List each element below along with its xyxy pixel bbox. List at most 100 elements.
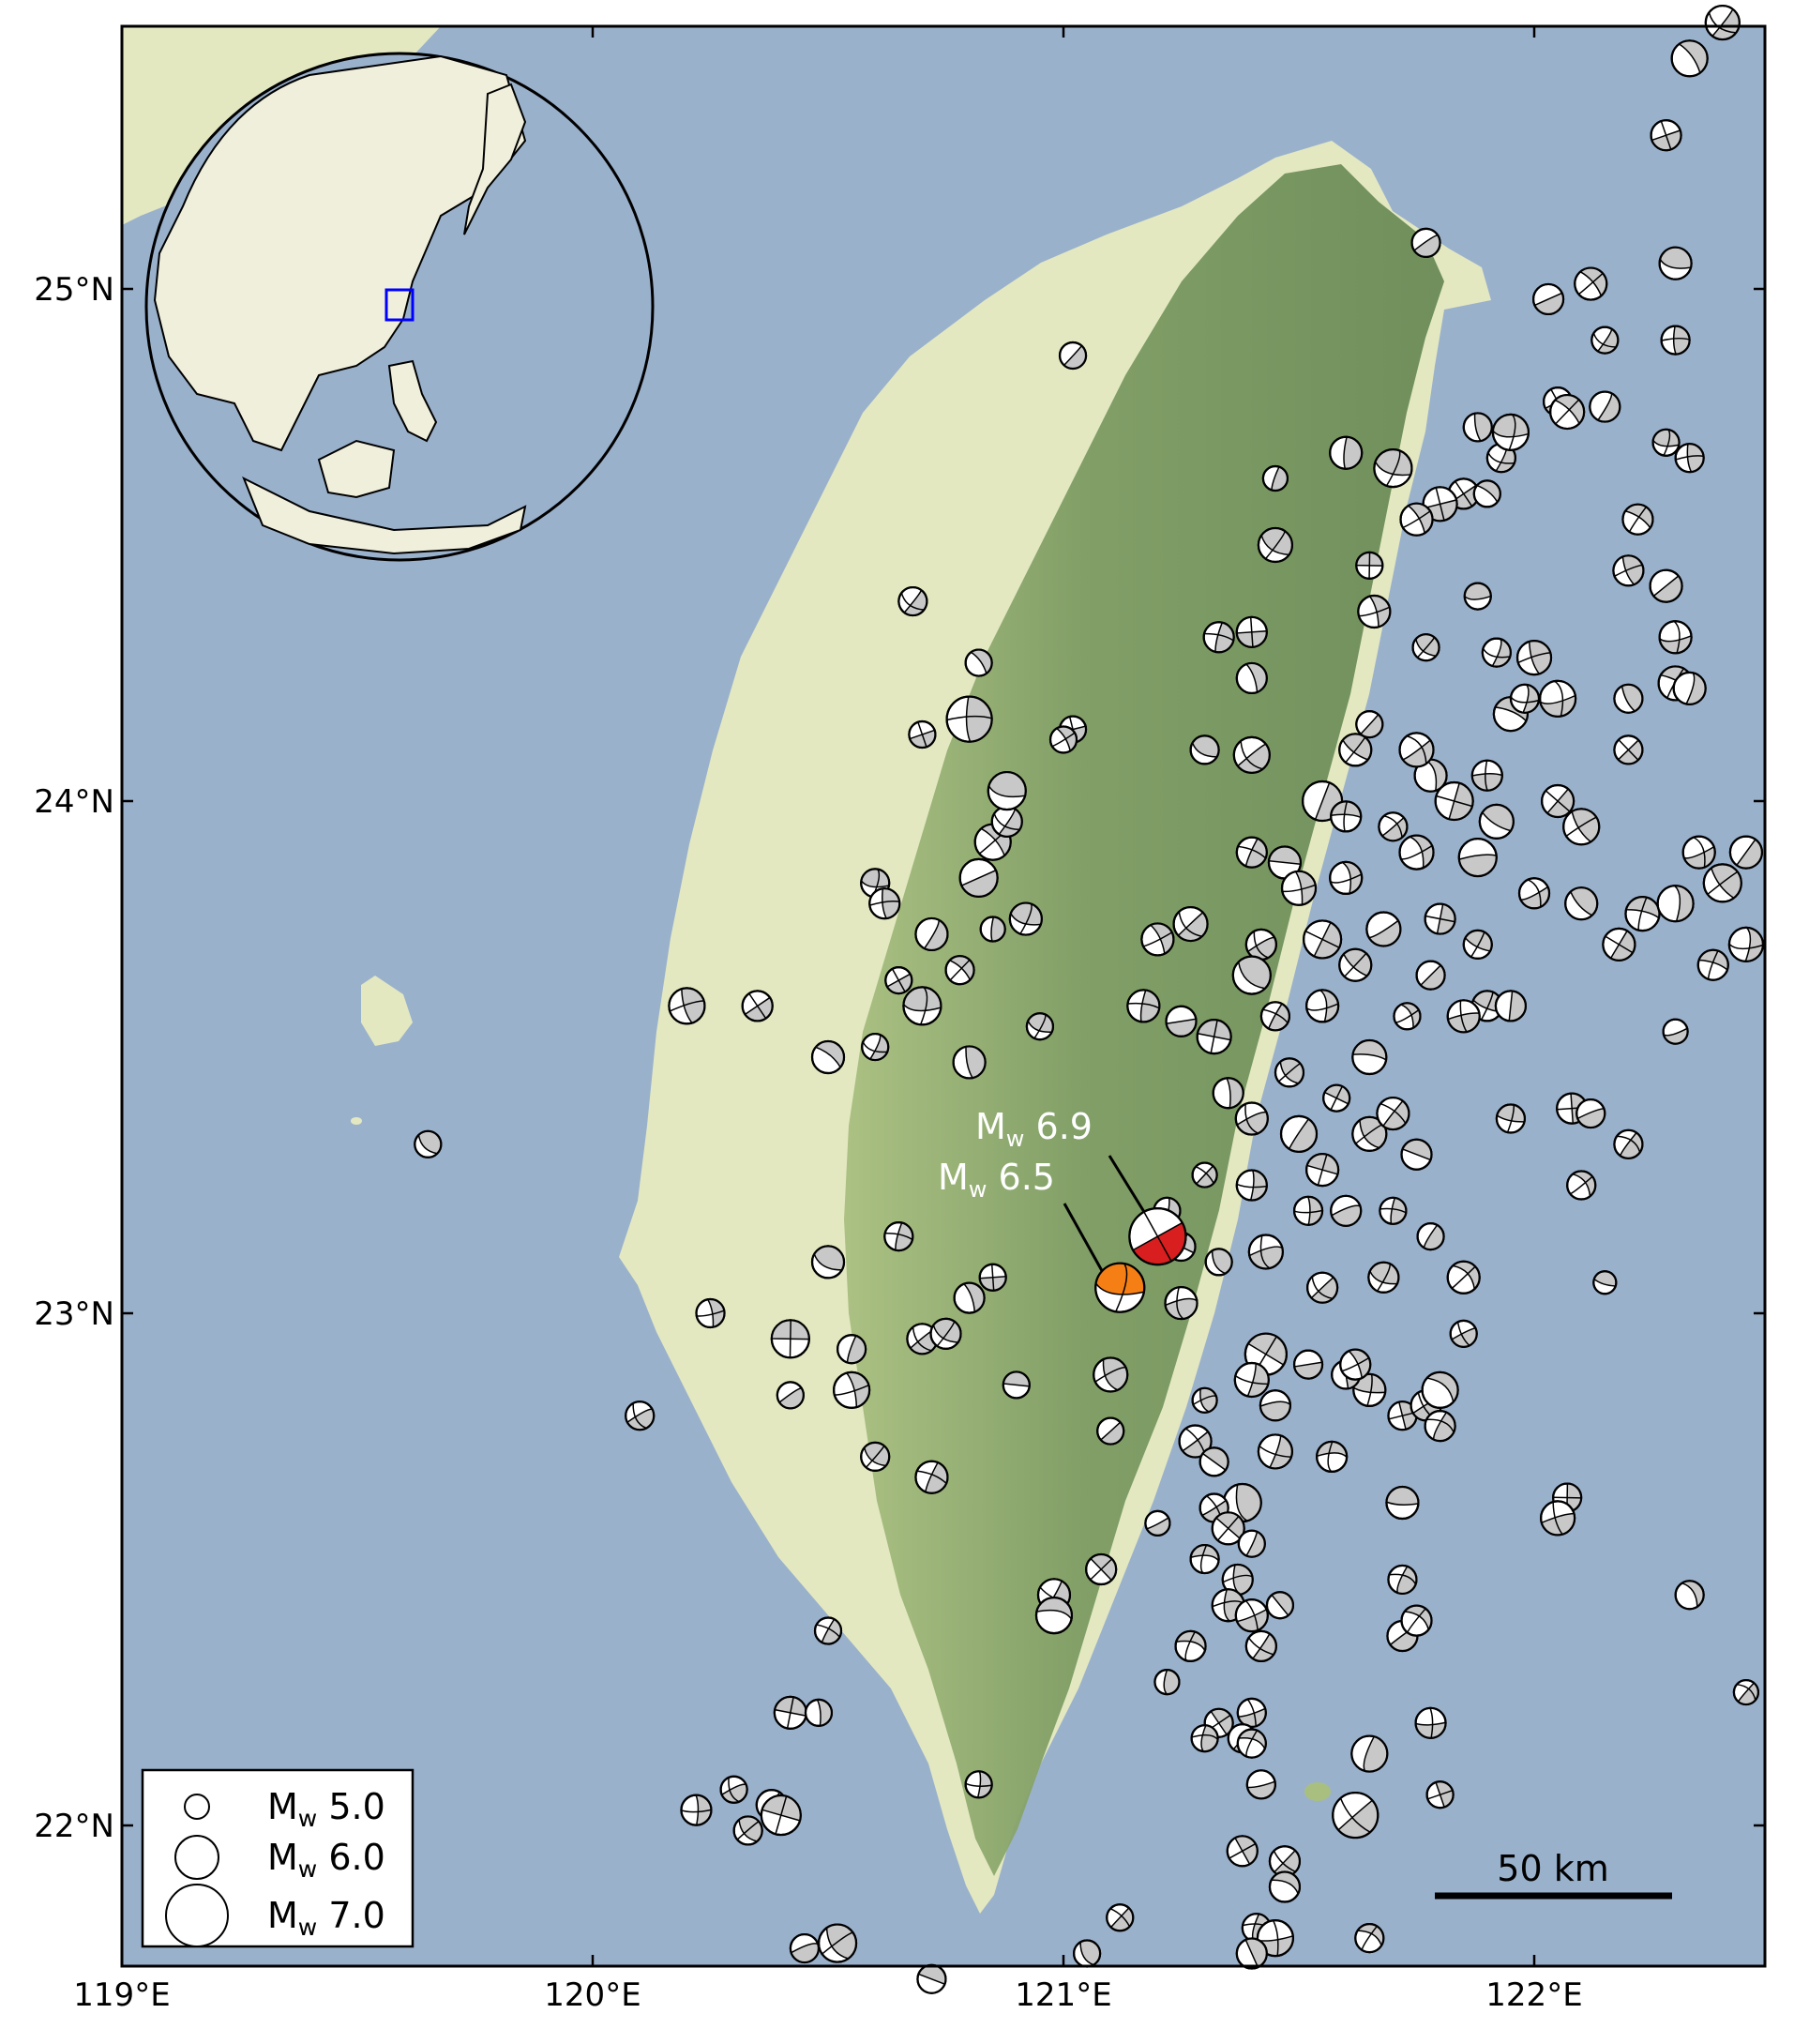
beachball <box>1338 947 1373 982</box>
beachball <box>1126 989 1161 1023</box>
beachball <box>1355 709 1384 739</box>
legend-label: Mw 6.0 <box>267 1837 385 1883</box>
beachball <box>813 1616 843 1645</box>
beachball <box>1449 1319 1478 1348</box>
beachball <box>1189 734 1220 765</box>
beachball <box>1613 683 1644 714</box>
borneo-island <box>317 439 396 499</box>
beachball <box>1478 803 1515 840</box>
beachball <box>1649 568 1683 603</box>
beachball <box>1385 1485 1420 1521</box>
beachball <box>1446 1260 1481 1295</box>
beachball <box>1494 990 1528 1022</box>
lon-tick-label: 122°E <box>1485 1976 1582 2014</box>
beachball <box>990 805 1023 838</box>
beachball <box>1462 412 1493 443</box>
taiwan-locator-box <box>384 288 415 322</box>
beachball <box>902 986 942 1026</box>
beachball <box>1351 1115 1388 1153</box>
beachball <box>1424 1410 1456 1443</box>
beachball <box>1562 808 1601 846</box>
beachball <box>1539 1500 1576 1537</box>
beachball <box>668 987 706 1025</box>
beachball <box>868 887 901 920</box>
legend-label: Mw 7.0 <box>267 1895 385 1941</box>
japan-islands <box>463 83 527 235</box>
beachball <box>1329 435 1364 470</box>
beachball <box>908 719 937 749</box>
beachball <box>1144 1509 1171 1537</box>
beachball <box>1651 428 1681 457</box>
beachball <box>1211 1511 1245 1546</box>
beachball <box>1696 948 1729 981</box>
lat-tick-label: 25°N <box>34 271 114 309</box>
beachball <box>883 1220 914 1252</box>
beachball <box>414 1129 443 1158</box>
highlight-beachball <box>1128 1206 1187 1266</box>
beachball <box>1613 1128 1644 1159</box>
beachball <box>1355 551 1384 580</box>
beachball <box>1106 1903 1135 1932</box>
beachball <box>1470 759 1503 792</box>
beachball <box>1257 526 1294 564</box>
beachball <box>1048 725 1078 754</box>
beachball <box>860 1441 891 1472</box>
beachball <box>1352 1372 1387 1408</box>
beachball <box>1236 1728 1267 1759</box>
beachball <box>776 1381 805 1410</box>
beachball <box>1602 927 1636 961</box>
scale-bar: 50 km <box>1435 1848 1672 1900</box>
beachball <box>987 770 1027 811</box>
beachball <box>1305 1271 1339 1304</box>
callout-label: Mw 6.5 <box>938 1157 1055 1203</box>
beachball <box>1231 955 1272 995</box>
beachball <box>1165 1005 1198 1037</box>
asia-landmass <box>153 54 527 452</box>
beachball <box>1199 1446 1229 1477</box>
beachball <box>1304 989 1340 1023</box>
legend-circle <box>184 1794 210 1820</box>
legend-label: Mw 5.0 <box>267 1786 385 1832</box>
beachball <box>1280 870 1318 906</box>
beachball <box>1481 637 1512 668</box>
beachball <box>1411 633 1440 662</box>
beachball <box>1462 929 1493 960</box>
legend-circle <box>165 1884 229 1947</box>
beachball <box>1658 620 1693 655</box>
beachball <box>1174 1629 1207 1663</box>
beachball <box>1531 282 1565 316</box>
beachball <box>1332 1791 1379 1840</box>
beachball <box>1354 1923 1385 1954</box>
beachball <box>1234 1598 1269 1633</box>
beachball <box>1072 1939 1102 1968</box>
beachball <box>1189 1543 1220 1575</box>
beachball <box>1025 1012 1055 1041</box>
focal-mechanisms <box>414 4 1765 1994</box>
beachball <box>1302 919 1343 960</box>
globe-inset <box>144 52 655 562</box>
beachball <box>1247 1234 1284 1270</box>
beachball <box>1096 1416 1125 1446</box>
beachball <box>1495 1103 1527 1134</box>
beachball <box>1612 554 1645 587</box>
beachball <box>958 857 999 899</box>
lat-tick-label: 23°N <box>34 1295 114 1333</box>
beachball <box>760 1794 802 1837</box>
beachball <box>1292 1195 1324 1226</box>
beachball <box>1164 1285 1199 1321</box>
beachball <box>1421 1370 1459 1410</box>
philippines-islands <box>387 359 438 443</box>
axis-ticks: 119°E 120°E 121°E 122°E 25°N 24°N 23°N 22°N <box>34 26 1765 2014</box>
beachball <box>1093 1356 1129 1393</box>
beachball <box>944 955 975 986</box>
beachball <box>1357 594 1392 629</box>
beachball <box>1268 1870 1302 1903</box>
beachball <box>1621 503 1654 536</box>
beachball <box>1196 1019 1232 1055</box>
beachball <box>741 990 774 1022</box>
beachball <box>1330 800 1363 833</box>
beachball <box>1274 1057 1305 1088</box>
beachball <box>1564 886 1599 921</box>
beachball <box>945 695 993 743</box>
beachball <box>1351 1038 1388 1076</box>
